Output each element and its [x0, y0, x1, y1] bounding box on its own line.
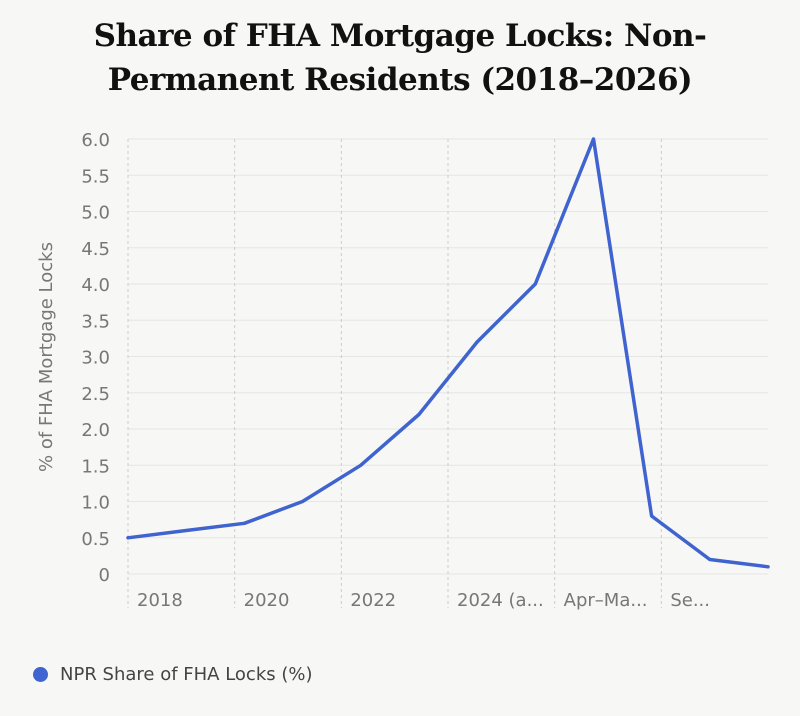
data-point — [533, 282, 537, 286]
data-point — [184, 529, 188, 532]
y-tick-label: 2.5 — [81, 384, 110, 405]
chart-title-line-2: Permanent Residents (2018–2026) — [107, 62, 693, 98]
x-tick-label: 2022 — [350, 590, 396, 611]
data-point — [126, 536, 130, 540]
y-tick-label: 0.5 — [81, 529, 110, 550]
x-tick-label: 2018 — [137, 590, 183, 611]
grid — [127, 138, 768, 608]
legend: NPR Share of FHA Locks (%) — [33, 664, 313, 685]
data-point — [417, 413, 421, 416]
y-tick-label: 5.5 — [81, 166, 110, 187]
legend-marker-icon — [33, 667, 48, 682]
y-tick-label: 0 — [99, 565, 110, 586]
x-tick-label: 2024 (a... — [457, 590, 544, 611]
y-tick-label: 2.0 — [81, 420, 110, 441]
data-point — [475, 340, 479, 344]
data-point — [708, 558, 712, 561]
data-point — [766, 565, 770, 569]
x-tick-label: 2020 — [244, 590, 290, 611]
y-tick-label: 3.5 — [81, 311, 110, 332]
y-tick-label: 4.0 — [81, 275, 110, 296]
series-line — [126, 137, 770, 569]
x-axis-ticks: 2018 2020 2022 2024 (a... Apr–Ma... Se... — [137, 590, 710, 611]
y-tick-label: 6.0 — [81, 130, 110, 151]
data-point — [242, 521, 246, 525]
y-axis-label: % of FHA Mortgage Locks — [36, 242, 57, 472]
y-tick-label: 3.0 — [81, 348, 110, 369]
series-layer — [126, 137, 770, 569]
y-tick-label: 4.5 — [81, 239, 110, 260]
data-point — [650, 514, 654, 518]
y-tick-label: 5.0 — [81, 203, 110, 224]
chart-title: Share of FHA Mortgage Locks: Non- Perman… — [0, 14, 800, 102]
x-tick-label: Apr–Ma... — [564, 590, 648, 611]
y-tick-label: 1.0 — [81, 493, 110, 514]
data-point — [301, 500, 305, 503]
data-point — [591, 137, 595, 141]
y-axis-ticks: 0 0.5 1.0 1.5 2.0 2.5 3.0 3.5 4.0 4.5 5.0 5.5 6.0 — [81, 130, 110, 586]
y-tick-label: 1.5 — [81, 456, 110, 477]
chart-title-line-1: Share of FHA Mortgage Locks: Non- — [93, 18, 707, 54]
data-point — [359, 463, 363, 467]
x-tick-label: Se... — [670, 590, 710, 611]
legend-entry-label: NPR Share of FHA Locks (%) — [60, 664, 313, 685]
